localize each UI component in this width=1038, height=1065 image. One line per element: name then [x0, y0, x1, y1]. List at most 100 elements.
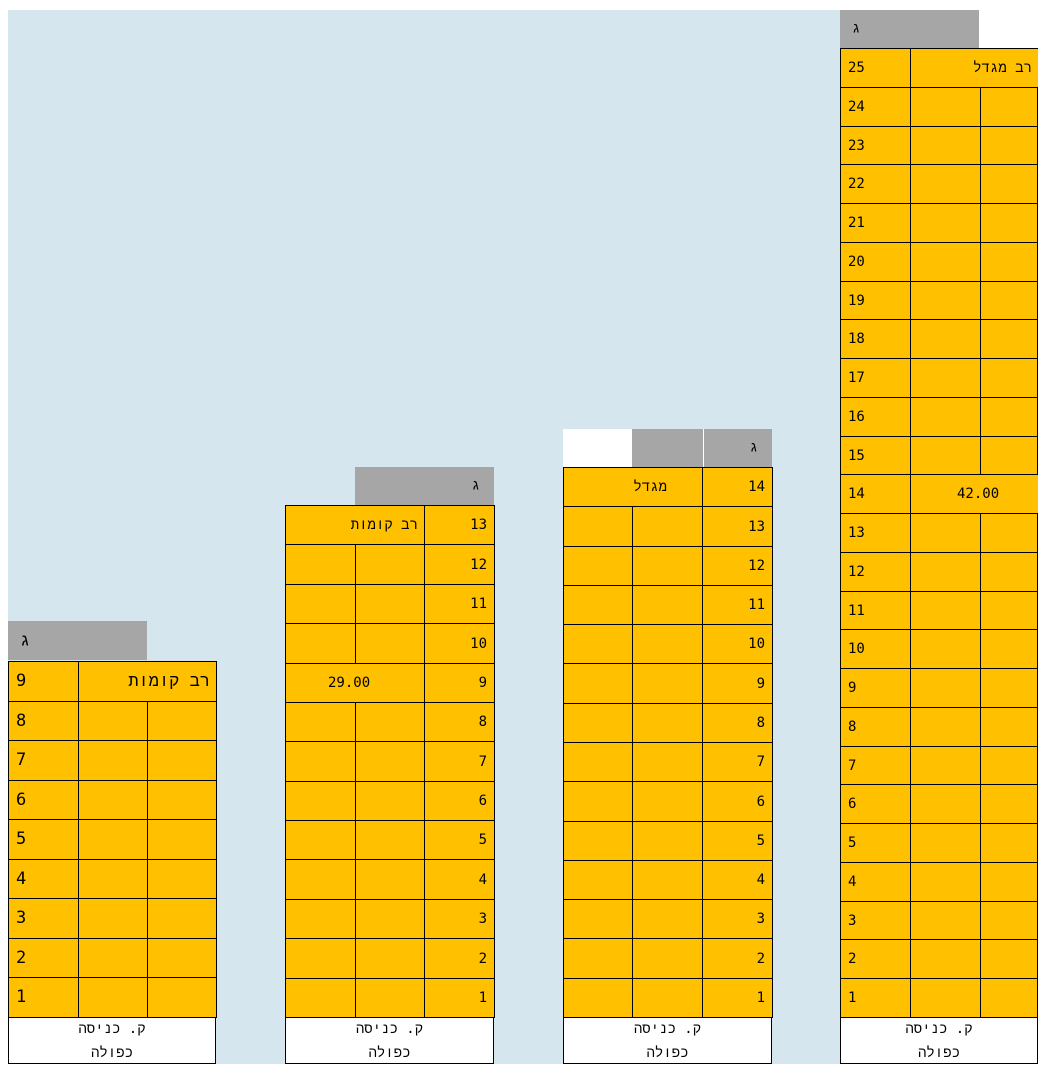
- floor-unit-cell: [910, 939, 981, 979]
- floor-number-cell: 1: [8, 977, 79, 1018]
- floor-number-cell: 5: [424, 820, 495, 860]
- floor-unit-cell: [980, 939, 1038, 979]
- floor-unit-cell: [910, 978, 981, 1018]
- floor-unit-cell: [910, 513, 981, 553]
- floor-number-cell: 5: [702, 821, 773, 861]
- floor-number-cell: 22: [840, 164, 911, 204]
- floor-unit-cell: [910, 203, 981, 243]
- floor-number-cell: 14: [702, 467, 773, 507]
- floor-unit-cell: [910, 397, 981, 437]
- floor-unit-cell: [563, 585, 633, 625]
- floor-unit-cell: [285, 859, 356, 900]
- floor-unit-cell: [632, 546, 703, 586]
- floor-number-cell: 19: [840, 281, 911, 320]
- floor-number-cell: 12: [702, 546, 773, 586]
- floor-unit-cell: [355, 702, 425, 742]
- floor-unit-cell: [78, 898, 148, 939]
- roof-divider: [703, 429, 704, 467]
- floor-unit-cell: [285, 938, 356, 979]
- floor-number-cell: 12: [424, 544, 495, 585]
- floor-number-cell: 9: [702, 663, 773, 704]
- floor-unit-cell: [910, 552, 981, 592]
- floor-unit-cell: [285, 584, 356, 624]
- floor-unit-cell: [285, 781, 356, 821]
- floor-unit-cell: [980, 203, 1038, 243]
- floor-number-cell: 4: [840, 862, 911, 902]
- floor-unit-cell: [910, 629, 981, 669]
- floor-unit-cell: [632, 703, 703, 743]
- floor-number-cell: 23: [840, 126, 911, 165]
- floor-unit-cell: [285, 544, 356, 585]
- floor-unit-cell: [563, 781, 633, 822]
- floor-number-cell: 15: [840, 436, 911, 475]
- floor-number-cell: 7: [8, 740, 79, 781]
- floor-number-cell: 11: [424, 584, 495, 624]
- floor-unit-cell: [980, 87, 1038, 127]
- floor-unit-cell: [980, 668, 1038, 708]
- floor-unit-cell: [910, 668, 981, 708]
- floor-unit-cell: [563, 938, 633, 979]
- roof-label: ג: [749, 439, 758, 456]
- floor-unit-cell: [980, 126, 1038, 165]
- floor-unit-cell: [78, 740, 148, 781]
- floor-unit-cell: [910, 901, 981, 940]
- floor-unit-cell: [147, 780, 217, 820]
- floor-number-cell: 4: [8, 859, 79, 899]
- floor-unit-cell: [285, 899, 356, 939]
- floor-number-cell: 7: [424, 741, 495, 782]
- floor-number-cell: 1: [702, 978, 773, 1018]
- floor-unit-cell: [632, 624, 703, 664]
- floor-unit-cell: [910, 436, 981, 475]
- floor-number-cell: 8: [702, 703, 773, 743]
- building-type-label: מגדל: [563, 467, 703, 507]
- floor-number-cell: 7: [840, 746, 911, 785]
- floor-unit-cell: [632, 899, 703, 939]
- floor-number-cell: 3: [424, 899, 495, 939]
- floor-number-cell: 16: [840, 397, 911, 437]
- floor-number-cell: 2: [8, 938, 79, 978]
- floor-unit-cell: [980, 552, 1038, 592]
- floor-number-cell: 14: [840, 474, 911, 514]
- floor-unit-cell: [632, 978, 703, 1018]
- floor-unit-cell: [980, 591, 1038, 630]
- floor-number-cell: 11: [702, 585, 773, 625]
- floor-number-cell: 2: [702, 938, 773, 979]
- floor-number-cell: 4: [424, 859, 495, 900]
- floor-unit-cell: [285, 978, 356, 1018]
- floor-unit-cell: [355, 623, 425, 664]
- floor-unit-cell: [980, 281, 1038, 320]
- floor-number-cell: 20: [840, 242, 911, 282]
- floor-number-cell: 4: [702, 860, 773, 900]
- floor-unit-cell: [980, 784, 1038, 824]
- floor-unit-cell: [355, 820, 425, 860]
- roof: ג: [840, 10, 979, 48]
- floor-unit-cell: [980, 242, 1038, 282]
- floor-unit-cell: [980, 707, 1038, 747]
- building-type-label: רב קומות: [285, 505, 425, 545]
- floor-number-cell: 3: [702, 899, 773, 939]
- floor-unit-cell: [910, 784, 981, 824]
- floor-unit-cell: [632, 585, 703, 625]
- height-label: 42.00: [910, 474, 1038, 514]
- floor-unit-cell: [563, 624, 633, 664]
- floor-unit-cell: [910, 126, 981, 165]
- floor-unit-cell: [563, 742, 633, 782]
- roof-label: ג: [471, 477, 480, 494]
- floor-number-cell: 6: [840, 784, 911, 824]
- building-type-label: רב מגדל: [910, 48, 1038, 88]
- floor-unit-cell: [285, 741, 356, 782]
- entrance-label: ק. כניסה: [905, 1020, 973, 1037]
- entrance-label: ק. כניסה: [355, 1020, 424, 1037]
- entrance-floor: ק. כניסה כפולה: [840, 1017, 1038, 1064]
- entrance-label: ק. כניסה: [78, 1020, 146, 1037]
- floor-unit-cell: [147, 977, 217, 1018]
- floor-unit-cell: [980, 513, 1038, 553]
- entrance-label: ק. כניסה: [633, 1020, 702, 1037]
- floor-number-cell: 13: [424, 505, 495, 545]
- floor-unit-cell: [632, 938, 703, 979]
- floor-number-cell: 3: [8, 898, 79, 939]
- floor-number-cell: 3: [840, 901, 911, 940]
- floor-number-cell: 1: [840, 978, 911, 1018]
- floor-unit-cell: [980, 358, 1038, 398]
- floor-unit-cell: [910, 242, 981, 282]
